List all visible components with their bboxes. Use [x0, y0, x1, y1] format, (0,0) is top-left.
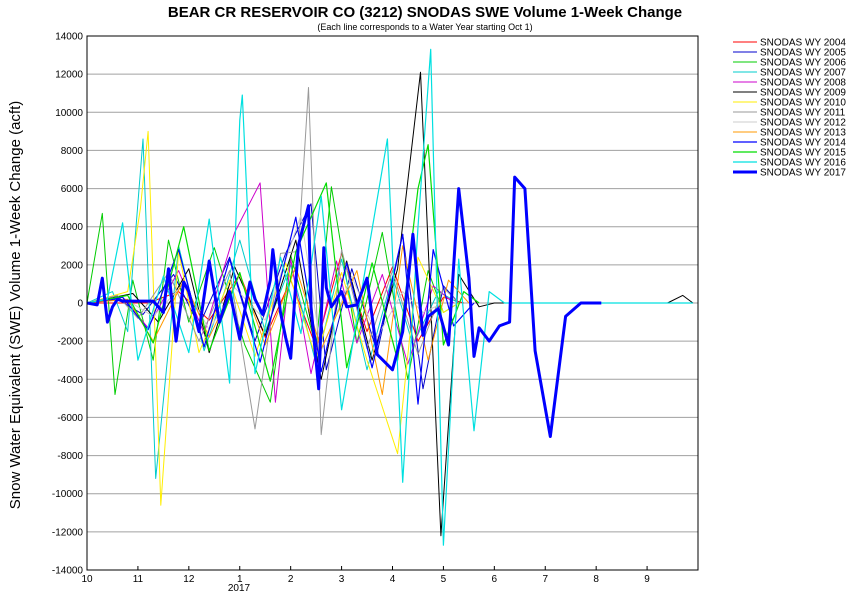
series-line-11: [87, 144, 480, 382]
chart-subtitle: (Each line corresponds to a Water Year s…: [317, 22, 532, 32]
legend-label-10: SNODAS WY 2014: [760, 138, 846, 149]
y-tick-label: 4000: [61, 222, 84, 233]
y-tick-label: 8000: [61, 146, 84, 157]
x-tick-label: 1: [237, 574, 243, 585]
y-tick-label: -2000: [57, 337, 83, 348]
legend-label-0: SNODAS WY 2004: [760, 38, 846, 49]
series-line-2: [87, 186, 459, 403]
y-tick-label: 2000: [61, 260, 84, 271]
legend-label-6: SNODAS WY 2010: [760, 98, 846, 109]
legend-label-3: SNODAS WY 2007: [760, 68, 846, 79]
series-line-13: [87, 175, 602, 438]
y-tick-label: 14000: [55, 32, 83, 43]
y-tick-label: 0: [77, 299, 83, 310]
x-tick-label: 2: [288, 574, 294, 585]
x-tick-label: 9: [644, 574, 650, 585]
y-tick-label: 10000: [55, 108, 83, 119]
chart-title: BEAR CR RESERVOIR CO (3212) SNODAS SWE V…: [168, 4, 682, 21]
y-tick-label: -10000: [52, 489, 84, 500]
y-tick-label: 12000: [55, 70, 83, 81]
legend-label-5: SNODAS WY 2009: [760, 88, 846, 99]
legend-label-8: SNODAS WY 2012: [760, 118, 846, 129]
y-tick-label: 6000: [61, 184, 84, 195]
x-tick-label: 10: [81, 574, 93, 585]
legend-label-11: SNODAS WY 2015: [760, 148, 846, 159]
y-tick-label: -6000: [57, 413, 83, 424]
x-tick-label: 5: [441, 574, 447, 585]
y-tick-label: -12000: [52, 527, 84, 538]
y-tick-label: -8000: [57, 451, 83, 462]
x-axis-year-label: 2017: [228, 583, 251, 594]
legend-label-2: SNODAS WY 2006: [760, 58, 846, 69]
legend-label-13: SNODAS WY 2017: [760, 168, 846, 179]
x-axis-ticks: 10 11 12 1 2 3 4 5 6 7 8 9: [81, 574, 650, 585]
x-tick-label: 11: [133, 574, 144, 585]
legend-label-7: SNODAS WY 2011: [760, 108, 846, 119]
y-tick-label: -4000: [57, 375, 83, 386]
y-axis-label: Snow Water Equivalent (SWE) Volume 1-Wee…: [7, 101, 24, 510]
legend-label-12: SNODAS WY 2016: [760, 158, 846, 169]
x-tick-label: 4: [390, 574, 396, 585]
legend-label-1: SNODAS WY 2005: [760, 48, 846, 59]
legend-label-9: SNODAS WY 2013: [760, 128, 846, 139]
y-axis-ticks: 14000 12000 10000 8000 6000 4000 2000 0 -2000 -40…: [52, 32, 84, 577]
x-tick-label: 6: [492, 574, 498, 585]
y-tick-label: -14000: [52, 566, 84, 577]
x-tick-label: 12: [183, 574, 195, 585]
series-line-5: [87, 71, 694, 537]
x-tick-label: 7: [542, 574, 548, 585]
x-tick-label: 8: [593, 574, 599, 585]
legend-label-4: SNODAS WY 2008: [760, 78, 846, 89]
x-tick-label: 3: [339, 574, 345, 585]
series-line-6: [87, 130, 459, 506]
plot-frame: [86, 35, 699, 571]
series-lines: [87, 48, 694, 546]
